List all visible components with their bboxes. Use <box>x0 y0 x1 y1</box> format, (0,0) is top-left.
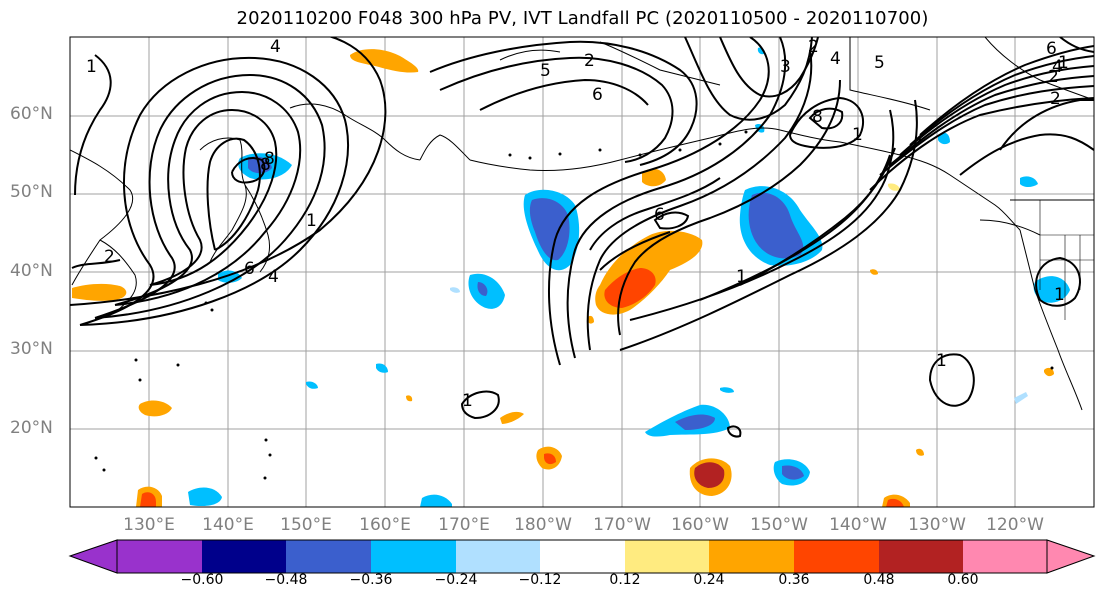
colorbar-extend-low <box>68 539 118 574</box>
contour-label: 1 <box>1058 53 1069 73</box>
contour-label: 8 <box>260 155 271 175</box>
lon-label: 170°W <box>593 515 651 535</box>
contour-label: 1 <box>936 351 947 371</box>
contour-label: 3 <box>780 57 791 77</box>
contour-label: 8 <box>812 107 823 127</box>
coastlines <box>70 37 1094 411</box>
contour-label: 2 <box>1050 89 1061 109</box>
lon-label: 160°E <box>359 515 411 535</box>
colorbar-segment <box>371 540 456 573</box>
map-title: 2020110200 F048 300 hPa PV, IVT Landfall… <box>236 8 929 29</box>
map-frame <box>69 36 1095 508</box>
colorbar <box>68 539 1096 574</box>
colorbar-segment <box>625 540 710 573</box>
gridlines <box>70 37 1094 507</box>
lon-label: 150°W <box>750 515 808 535</box>
colorbar-segment <box>456 540 541 573</box>
lon-label: 130°W <box>908 515 966 535</box>
contour-label: 8 <box>264 149 275 169</box>
colorbar-tick: −0.48 <box>264 572 308 588</box>
lon-label: 140°E <box>202 515 254 535</box>
lon-label: 140°W <box>829 515 887 535</box>
contour-label: 6 <box>654 205 665 225</box>
contour-label: 2 <box>808 37 819 57</box>
colorbar-segment <box>202 540 287 573</box>
colorbar-tick: −0.36 <box>349 572 393 588</box>
contour-label: 4 <box>1052 57 1063 77</box>
lat-label: 30°N <box>10 339 53 359</box>
colorbar-segment <box>709 540 794 573</box>
lat-label: 40°N <box>10 261 53 281</box>
colorbar-extend-high <box>1046 539 1096 574</box>
contour-label: 5 <box>540 61 551 81</box>
colorbar-frame <box>116 539 1048 574</box>
colorbar-segment <box>540 540 625 573</box>
contour-label: 2 <box>104 247 115 267</box>
colorbar-segment <box>963 540 1048 573</box>
islands <box>94 130 1054 480</box>
colorbar-tick: 0.24 <box>693 572 725 588</box>
colorbar-tick: 0.36 <box>778 572 810 588</box>
lat-label: 50°N <box>10 182 53 202</box>
contour-label: 4 <box>268 267 279 287</box>
contour-label: 4 <box>830 49 841 69</box>
contour-label: 6 <box>1046 39 1057 59</box>
contour-label: 1 <box>1054 285 1065 305</box>
contour-label: 1 <box>306 211 317 231</box>
colorbar-tick: −0.12 <box>518 572 562 588</box>
lat-label: 20°N <box>10 418 53 438</box>
ivt-fill-layer <box>72 47 1070 507</box>
contour-label: 4 <box>270 37 281 57</box>
contour-label: 2 <box>584 51 595 71</box>
lat-label: 60°N <box>10 104 53 124</box>
lon-label: 130°E <box>123 515 175 535</box>
pv-contours-thin <box>499 49 561 61</box>
colorbar-tick: 0.60 <box>947 572 979 588</box>
lon-label: 120°W <box>986 515 1044 535</box>
colorbar-segment <box>879 540 964 573</box>
colorbar-tick: 0.12 <box>609 572 641 588</box>
colorbar-segment <box>794 540 879 573</box>
lon-label: 170°E <box>438 515 490 535</box>
colorbar-tick: −0.24 <box>434 572 478 588</box>
contour-label: 6 <box>244 259 255 279</box>
us-state-lines <box>1039 200 1094 320</box>
contour-label: 1 <box>462 391 473 411</box>
contour-label: 1 <box>852 125 863 145</box>
lon-label: 160°W <box>671 515 729 535</box>
contour-label: 6 <box>592 85 603 105</box>
lon-label: 180°W <box>514 515 572 535</box>
pv-contours <box>70 37 1094 438</box>
colorbar-segment <box>286 540 371 573</box>
colorbar-tick: −0.60 <box>180 572 224 588</box>
contour-labels: 4 1 2 6 8 1 4 5 2 6 2 3 5 4 2 8 1 6 1 2 … <box>86 37 1069 411</box>
contour-label: 5 <box>874 53 885 73</box>
contour-label: 1 <box>86 57 97 77</box>
contour-label: 1 <box>736 267 747 287</box>
contour-label: 2 <box>1048 67 1059 87</box>
colorbar-segment <box>117 540 202 573</box>
colorbar-tick: 0.48 <box>863 572 895 588</box>
lon-label: 150°E <box>280 515 332 535</box>
